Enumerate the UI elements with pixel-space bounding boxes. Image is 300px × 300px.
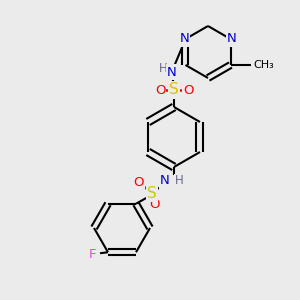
Text: CH₃: CH₃ xyxy=(254,60,274,70)
Text: H: H xyxy=(175,175,183,188)
Text: S: S xyxy=(169,82,179,98)
Text: O: O xyxy=(183,83,193,97)
Text: N: N xyxy=(180,32,189,46)
Text: F: F xyxy=(89,248,97,261)
Text: O: O xyxy=(134,176,144,190)
Text: N: N xyxy=(160,175,170,188)
Text: O: O xyxy=(155,83,165,97)
Text: H: H xyxy=(159,62,167,76)
Text: S: S xyxy=(147,185,157,200)
Text: N: N xyxy=(226,32,236,46)
Text: N: N xyxy=(167,65,177,79)
Text: O: O xyxy=(150,199,160,212)
